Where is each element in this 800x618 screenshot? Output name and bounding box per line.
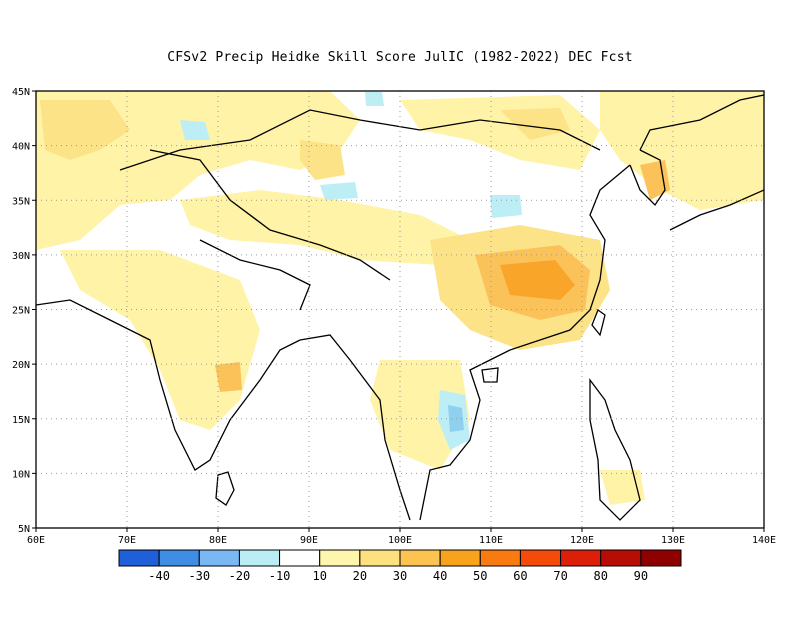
shade-northeast: [600, 91, 764, 210]
coast-hainan: [481, 367, 499, 383]
colorbar-swatch: [279, 549, 321, 567]
x-tick-label: 130E: [661, 535, 685, 546]
y-axis-ticks: 45N 40N 35N 30N 25N 20N 15N 10N 5N: [12, 87, 36, 535]
colorbar-swatch: [158, 549, 200, 567]
colorbar-label: -30: [188, 569, 210, 583]
coast-korea: [629, 149, 666, 207]
colorbar-label: 40: [433, 569, 447, 583]
coastlines: [36, 94, 764, 521]
shade-blue-tibet: [490, 195, 522, 218]
y-tick-label: 15N: [12, 415, 30, 426]
x-tick-label: 80E: [209, 535, 227, 546]
colorbar-swatch: [519, 549, 562, 567]
coast-northeast: [639, 94, 764, 151]
x-tick-label: 120E: [570, 535, 594, 546]
border-china-west: [149, 149, 391, 281]
coast-japan: [669, 189, 764, 231]
shade-south-china-core: [500, 260, 575, 300]
x-tick-label: 100E: [388, 535, 412, 546]
colorbar-swatch: [399, 549, 441, 567]
shade-tibet: [180, 190, 470, 265]
colorbar-swatch: [560, 549, 602, 567]
colorbar-swatch: [640, 549, 682, 567]
shade-south-yellow: [600, 470, 645, 505]
shade-blue-north: [365, 92, 384, 106]
coast-philippines: [589, 378, 641, 521]
colorbar-label: 70: [553, 569, 567, 583]
colorbar-swatch: [600, 549, 642, 567]
x-tick-label: 90E: [300, 535, 318, 546]
colorbar-swatch: [479, 549, 521, 567]
colorbar-label: 30: [393, 569, 407, 583]
colorbar-label: 80: [593, 569, 607, 583]
x-tick-label: 110E: [479, 535, 503, 546]
y-tick-label: 20N: [12, 360, 30, 371]
colorbar-swatch: [118, 549, 160, 567]
colorbar-swatch: [439, 549, 481, 567]
colorbar-swatch: [238, 549, 281, 567]
coast-taiwan: [591, 308, 606, 337]
y-tick-label: 45N: [12, 87, 30, 98]
y-tick-label: 25N: [12, 306, 30, 317]
x-tick-label: 70E: [118, 535, 136, 546]
shade-west-tibet: [300, 140, 345, 180]
coast-india: [36, 299, 301, 471]
shade-blue-pamir: [180, 120, 210, 140]
colorbar-swatch: [359, 549, 401, 567]
colorbar-label: 60: [513, 569, 527, 583]
colorbar-label: 50: [473, 569, 487, 583]
border-north: [119, 109, 601, 171]
y-tick-label: 10N: [12, 469, 30, 480]
shade-northwest-core: [40, 100, 130, 160]
colorbar-swatch: [319, 549, 361, 567]
x-tick-label: 60E: [27, 535, 45, 546]
skill-score-field: [36, 91, 764, 528]
shade-india-core: [215, 362, 242, 392]
shade-india: [60, 250, 260, 430]
colorbar-label: 20: [353, 569, 367, 583]
x-axis-ticks: 60E 70E 80E 90E 100E 110E 120E 130E 140E: [27, 528, 776, 546]
shade-blue-tarim: [320, 182, 358, 200]
colorbar-swatch: [198, 549, 240, 567]
y-tick-label: 40N: [12, 142, 30, 153]
y-tick-label: 5N: [18, 524, 30, 535]
shade-indochina: [370, 360, 470, 470]
colorbar-label: -10: [269, 569, 291, 583]
x-tick-label: 140E: [752, 535, 776, 546]
colorbar-label: 90: [634, 569, 648, 583]
coast-srilanka: [215, 471, 235, 506]
coast-gulf-thailand: [419, 349, 511, 521]
coast-china: [509, 164, 631, 351]
colorbar-label: -20: [229, 569, 251, 583]
y-tick-label: 30N: [12, 251, 30, 262]
colorbar: [118, 549, 682, 567]
y-tick-label: 35N: [12, 196, 30, 207]
border-india-nepal: [199, 239, 311, 311]
shade-korea: [640, 160, 670, 200]
chart-title: CFSv2 Precip Heidke Skill Score JulIC (1…: [167, 50, 633, 65]
colorbar-label: 10: [312, 569, 326, 583]
colorbar-label: -40: [148, 569, 170, 583]
shade-mongolia-core: [500, 108, 570, 140]
coast-burma-indochina: [299, 334, 411, 521]
colorbar-labels: -40 -30 -20 -10 10 20 30 40 50 60 70 80 90: [148, 569, 648, 583]
